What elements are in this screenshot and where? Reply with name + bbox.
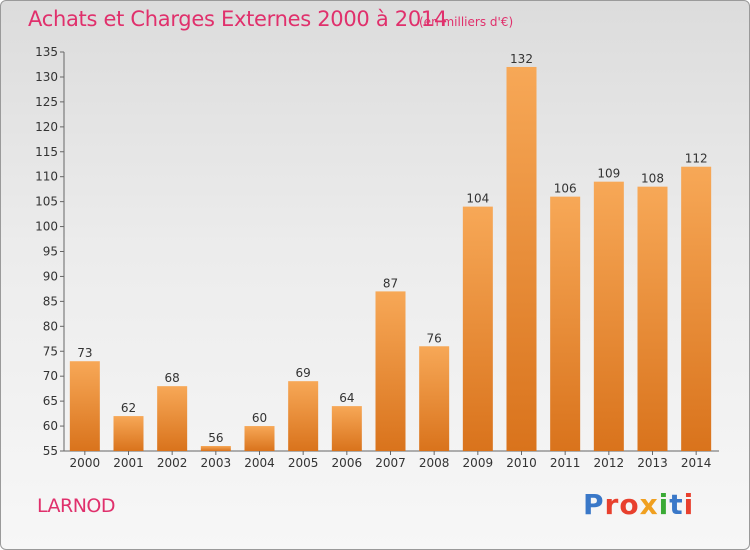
y-tick-label: 100 xyxy=(35,220,58,234)
y-tick-label: 60 xyxy=(43,419,58,433)
x-tick-label: 2005 xyxy=(288,456,319,470)
y-tick-label: 55 xyxy=(43,444,58,458)
value-label-2011: 106 xyxy=(554,182,577,196)
logo-letter: x xyxy=(639,488,659,521)
x-axis: 2000 2001 2002 2003 2004 2005 2006 2007 2008 2009… xyxy=(64,450,719,470)
y-tick-label: 85 xyxy=(43,294,58,308)
value-label-2012: 109 xyxy=(597,167,620,181)
value-label-2002: 68 xyxy=(165,371,180,385)
bar-2000 xyxy=(69,361,100,451)
value-label-2010: 132 xyxy=(510,52,533,66)
bar-2007 xyxy=(375,291,406,451)
y-tick-label: 130 xyxy=(35,70,58,84)
logo-letter: i xyxy=(658,488,670,521)
x-tick-label: 2001 xyxy=(113,456,144,470)
bars: 73 62 68 56 60 69 64 87 76 104 132 106 109 108 112 xyxy=(69,52,712,452)
value-label-2008: 76 xyxy=(427,331,442,345)
bar-2003 xyxy=(200,446,231,451)
bar-2004 xyxy=(244,426,275,451)
y-tick-label: 135 xyxy=(35,45,58,59)
bar-2009 xyxy=(462,206,493,451)
bar-2012 xyxy=(593,181,624,452)
value-label-2013: 108 xyxy=(641,172,664,186)
bar-2010 xyxy=(506,66,537,452)
logo-letter: r xyxy=(604,488,620,521)
y-tick-label: 125 xyxy=(35,95,58,109)
value-label-2004: 60 xyxy=(252,411,267,425)
commune-name: LARNOD xyxy=(37,495,116,517)
bar-2013 xyxy=(637,186,668,451)
bar-2005 xyxy=(288,381,319,451)
x-tick-label: 2012 xyxy=(594,456,625,470)
value-label-2003: 56 xyxy=(208,431,223,445)
value-label-2007: 87 xyxy=(383,276,398,290)
x-tick-label: 2014 xyxy=(681,456,712,470)
x-tick-label: 2010 xyxy=(506,456,537,470)
bar-2002 xyxy=(157,386,188,451)
value-label-2009: 104 xyxy=(466,192,489,206)
x-tick-label: 2006 xyxy=(332,456,363,470)
bar-2008 xyxy=(419,346,450,451)
y-tick-label: 65 xyxy=(43,394,58,408)
chart-title: Achats et Charges Externes 2000 à 2014 xyxy=(28,7,448,31)
bar-2014 xyxy=(681,166,712,451)
x-tick-label: 2000 xyxy=(70,456,101,470)
x-tick-label: 2003 xyxy=(201,456,232,470)
y-tick-label: 95 xyxy=(43,245,58,259)
y-tick-label: 120 xyxy=(35,120,58,134)
y-tick-label: 105 xyxy=(35,195,58,209)
logo-letter: o xyxy=(619,488,640,521)
bar-2006 xyxy=(331,406,362,451)
logo-letter: t xyxy=(669,488,684,521)
x-tick-label: 2009 xyxy=(463,456,494,470)
y-tick-label: 90 xyxy=(43,269,58,283)
value-label-2000: 73 xyxy=(77,346,92,360)
logo-letter: i xyxy=(683,488,695,521)
value-label-2014: 112 xyxy=(685,152,708,166)
value-label-2001: 62 xyxy=(121,401,136,415)
y-tick-label: 115 xyxy=(35,145,58,159)
x-tick-label: 2002 xyxy=(157,456,188,470)
y-axis: 55 60 65 70 75 80 85 90 95 100 105 110 115 120 125 130 1… xyxy=(35,45,65,458)
y-tick-label: 70 xyxy=(43,369,58,383)
x-tick-label: 2004 xyxy=(244,456,275,470)
chart-subtitle: (en milliers d'€) xyxy=(419,15,514,29)
bar-2001 xyxy=(113,416,144,451)
x-tick-label: 2013 xyxy=(637,456,668,470)
x-tick-label: 2008 xyxy=(419,456,450,470)
value-label-2005: 69 xyxy=(296,366,311,380)
logo-letter: P xyxy=(583,488,605,521)
y-tick-label: 110 xyxy=(35,170,58,184)
bar-2011 xyxy=(550,196,581,451)
proxiti-logo: Proxiti xyxy=(583,488,694,521)
y-tick-label: 80 xyxy=(43,319,58,333)
x-tick-label: 2007 xyxy=(375,456,406,470)
x-tick-label: 2011 xyxy=(550,456,581,470)
y-tick-label: 75 xyxy=(43,344,58,358)
value-label-2006: 64 xyxy=(339,391,354,405)
